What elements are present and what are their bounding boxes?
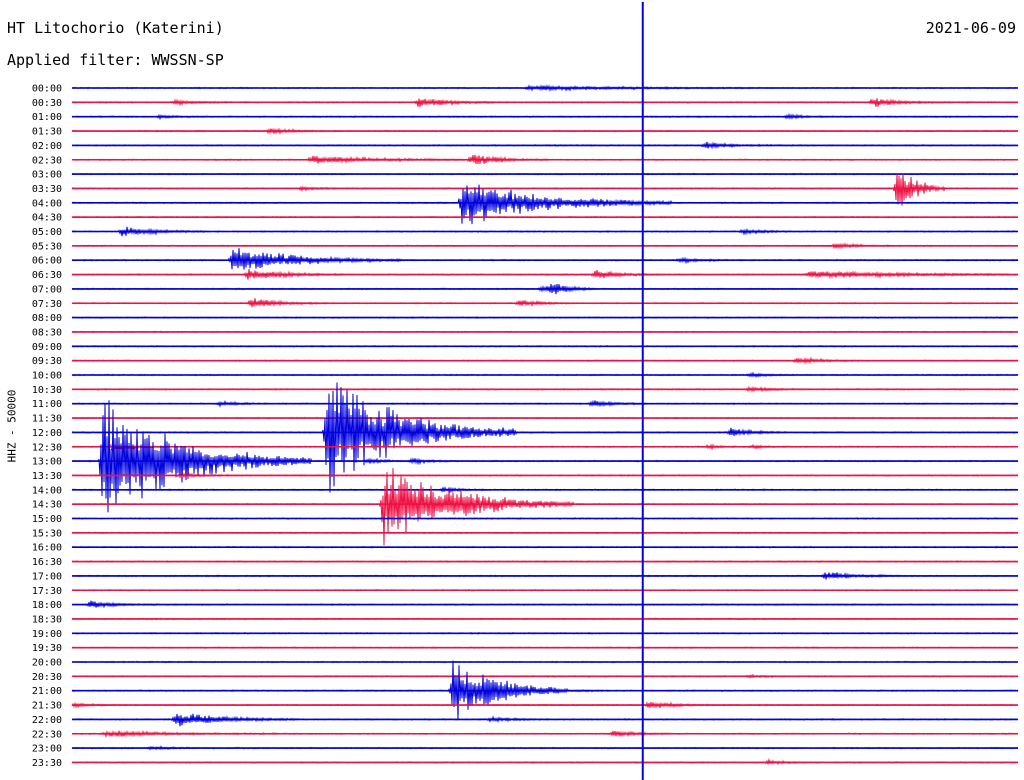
row-time-label: 06:30 [32, 270, 62, 281]
row-time-label: 22:30 [32, 729, 62, 740]
row-time-label: 13:00 [32, 457, 62, 468]
row-time-label: 05:00 [32, 227, 62, 238]
row-time-label: 16:30 [32, 557, 62, 568]
station-title: HT Litochorio (Katerini) [7, 19, 224, 37]
row-time-label: 04:30 [32, 213, 62, 224]
row-time-label: 05:30 [32, 241, 62, 252]
row-time-label: 01:30 [32, 127, 62, 138]
row-time-label: 11:00 [32, 399, 62, 410]
row-time-label: 07:30 [32, 299, 62, 310]
row-time-label: 02:30 [32, 155, 62, 166]
row-time-label: 21:00 [32, 686, 62, 697]
row-time-label: 16:00 [32, 543, 62, 554]
row-time-label: 10:00 [32, 371, 62, 382]
row-time-label: 17:00 [32, 571, 62, 582]
row-time-label: 18:30 [32, 614, 62, 625]
row-time-label: 11:30 [32, 414, 62, 425]
row-time-label: 13:30 [32, 471, 62, 482]
row-time-label: 03:00 [32, 170, 62, 181]
row-time-label: 22:00 [32, 715, 62, 726]
time-labels: 00:00 00:30 01:00 01:30 02:00 02:30 03:00 03:30… [32, 84, 62, 769]
row-time-label: 06:00 [32, 256, 62, 267]
row-time-label: 23:00 [32, 744, 62, 755]
row-time-label: 21:30 [32, 701, 62, 712]
row-time-label: 10:30 [32, 385, 62, 396]
filter-label: Applied filter: WWSSN-SP [7, 51, 224, 69]
row-time-label: 19:00 [32, 629, 62, 640]
row-time-label: 20:30 [32, 672, 62, 683]
trace-row [71, 400, 1019, 513]
trace-layer [71, 1, 1019, 780]
row-time-label: 00:00 [32, 84, 62, 95]
row-time-label: 12:00 [32, 428, 62, 439]
row-time-label: 14:30 [32, 500, 62, 511]
row-time-label: 09:00 [32, 342, 62, 353]
row-time-label: 08:30 [32, 327, 62, 338]
row-time-label: 07:00 [32, 284, 62, 295]
row-time-label: 08:00 [32, 313, 62, 324]
row-time-label: 14:00 [32, 485, 62, 496]
row-time-label: 20:00 [32, 658, 62, 669]
row-time-label: 01:00 [32, 112, 62, 123]
trace-row [71, 248, 1019, 270]
row-time-label: 17:30 [32, 586, 62, 597]
row-time-label: 18:00 [32, 600, 62, 611]
row-time-label: 15:00 [32, 514, 62, 525]
row-time-label: 00:30 [32, 98, 62, 109]
row-time-label: 04:00 [32, 198, 62, 209]
row-time-label: 23:30 [32, 758, 62, 769]
row-time-label: 19:30 [32, 643, 62, 654]
row-time-label: 09:30 [32, 356, 62, 367]
row-time-label: 12:30 [32, 442, 62, 453]
row-time-label: 15:30 [32, 528, 62, 539]
row-time-label: 03:30 [32, 184, 62, 195]
row-time-label: 02:00 [32, 141, 62, 152]
date-label: 2021-06-09 [925, 19, 1016, 37]
channel-label: HHZ - 50000 [5, 389, 19, 463]
